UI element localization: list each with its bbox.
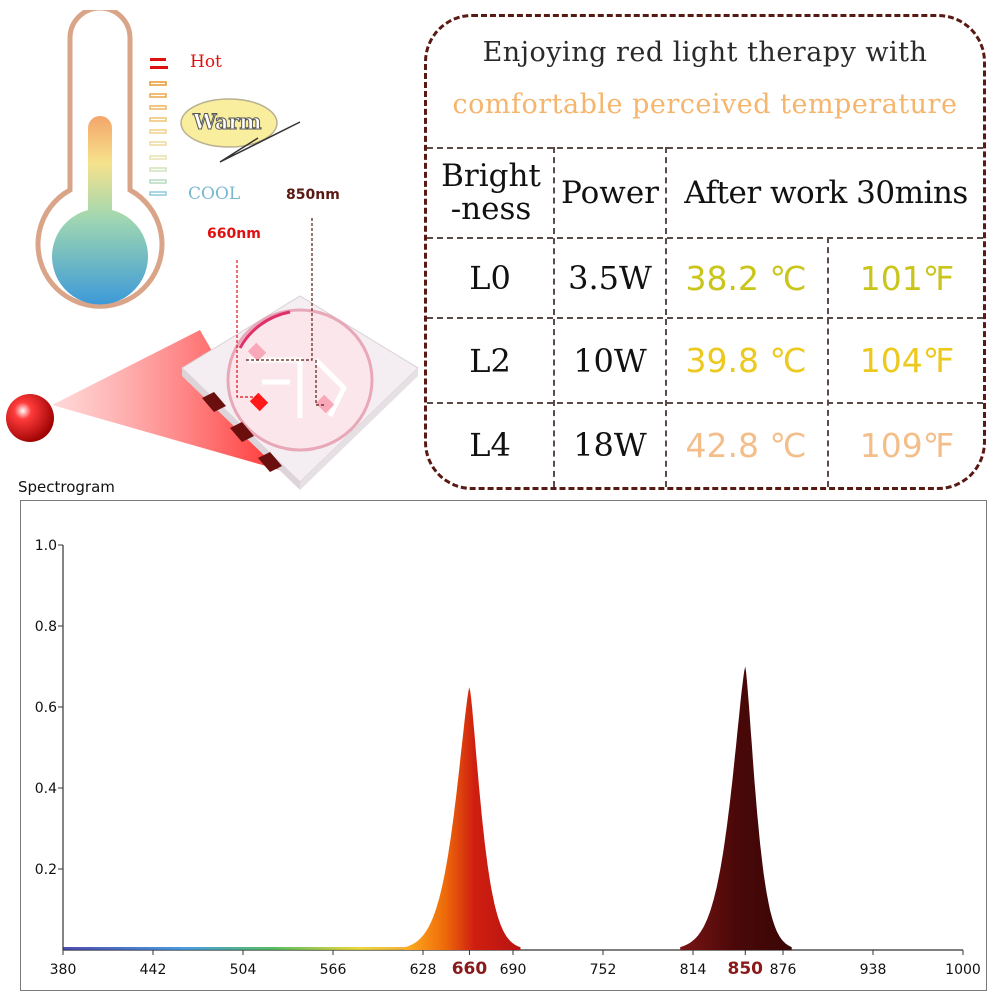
row-celsius: 38.2 ℃ (685, 258, 807, 298)
x-tick-label: 850 (728, 959, 764, 979)
table-divider (553, 147, 555, 487)
baseline-noise (63, 947, 412, 950)
led-chip (6, 218, 419, 490)
chart-marks (63, 666, 792, 950)
row-power: 18W (573, 426, 647, 464)
row-fahrenheit: 104℉ (859, 341, 955, 380)
x-tick-label: 752 (590, 962, 617, 978)
card-title-line2: comfortable perceived temperature (452, 89, 958, 120)
cool-label: COOL (188, 184, 241, 204)
row-fahrenheit: 101℉ (859, 258, 955, 298)
row-celsius: 42.8 ℃ (685, 425, 807, 465)
row-power: 3.5W (568, 259, 652, 297)
header-power: Power (561, 174, 659, 211)
chart-title: Spectrogram (18, 478, 115, 496)
hot-label: Hot (190, 52, 222, 72)
red-light-ball (6, 394, 54, 442)
peak-850nm (680, 666, 792, 950)
label-850nm: 850nm (286, 187, 340, 203)
header-after-work: After work 30mins (684, 174, 968, 211)
x-tick-label: 690 (500, 962, 527, 978)
x-tick-label: 566 (320, 962, 347, 978)
y-tick-label: 0.8 (35, 619, 57, 635)
row-level: L0 (469, 259, 511, 297)
row-level: L2 (469, 341, 511, 380)
table-divider (427, 147, 983, 149)
y-tick-label: 0.4 (35, 781, 57, 797)
x-tick-label: 628 (410, 962, 437, 978)
header-brightness-line2: -ness (450, 191, 532, 227)
table-divider (427, 237, 983, 239)
x-tick-label: 660 (452, 959, 488, 979)
card-title-line1: Enjoying red light therapy with (482, 37, 928, 68)
header-brightness-line1: Bright (441, 158, 541, 195)
warm-label: Warm (193, 109, 263, 135)
x-tick-label: 876 (770, 962, 797, 978)
row-level: L4 (469, 426, 511, 464)
table-divider (427, 402, 983, 404)
y-tick-label: 0.2 (35, 862, 57, 878)
led-illustration (0, 200, 430, 490)
x-tick-label: 380 (50, 962, 77, 978)
row-fahrenheit: 109℉ (859, 425, 955, 465)
row-celsius: 39.8 ℃ (685, 341, 807, 380)
peak-660nm (404, 687, 521, 950)
label-660nm: 660nm (207, 226, 261, 242)
table-divider (427, 317, 983, 319)
table-divider (827, 237, 829, 487)
x-tick-label: 442 (140, 962, 167, 978)
x-tick-label: 938 (860, 962, 887, 978)
y-tick-label: 0.6 (35, 700, 57, 716)
table-divider (665, 147, 667, 487)
row-power: 10W (573, 341, 647, 380)
header-brightness: Bright -ness (431, 151, 551, 235)
chart-axes: 0.2 0.4 0.6 0.8 1.0 380 442 504 566 628 660 690 752 8… (35, 538, 981, 979)
chart-frame (20, 500, 987, 991)
x-tick-label: 1000 (945, 962, 981, 978)
x-tick-label: 814 (680, 962, 707, 978)
y-tick-label: 1.0 (35, 538, 57, 554)
temperature-card: Enjoying red light therapy with comforta… (424, 14, 986, 490)
x-tick-label: 504 (230, 962, 257, 978)
